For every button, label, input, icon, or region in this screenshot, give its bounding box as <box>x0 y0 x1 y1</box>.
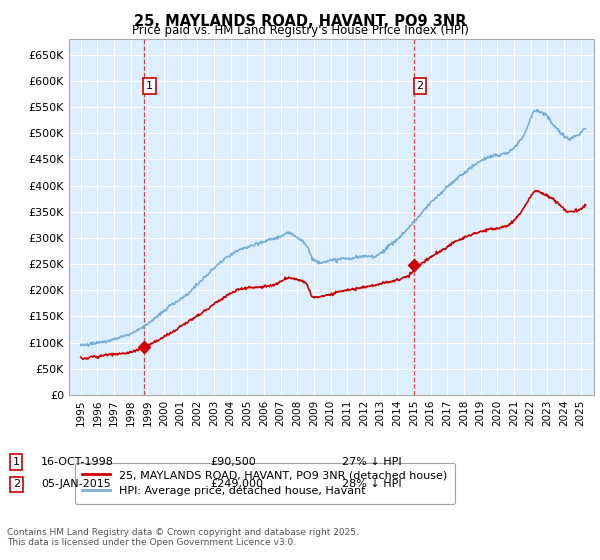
Text: Price paid vs. HM Land Registry's House Price Index (HPI): Price paid vs. HM Land Registry's House … <box>131 24 469 36</box>
Text: 2: 2 <box>13 479 20 489</box>
Text: £90,500: £90,500 <box>210 457 256 467</box>
Text: 16-OCT-1998: 16-OCT-1998 <box>41 457 113 467</box>
Legend: 25, MAYLANDS ROAD, HAVANT, PO9 3NR (detached house), HPI: Average price, detache: 25, MAYLANDS ROAD, HAVANT, PO9 3NR (deta… <box>74 463 455 503</box>
Text: 05-JAN-2015: 05-JAN-2015 <box>41 479 110 489</box>
Text: 1: 1 <box>146 81 153 91</box>
Text: 2: 2 <box>416 81 424 91</box>
Text: 28% ↓ HPI: 28% ↓ HPI <box>342 479 401 489</box>
Text: 27% ↓ HPI: 27% ↓ HPI <box>342 457 401 467</box>
Text: £249,000: £249,000 <box>210 479 263 489</box>
Text: Contains HM Land Registry data © Crown copyright and database right 2025.
This d: Contains HM Land Registry data © Crown c… <box>7 528 359 547</box>
Text: 1: 1 <box>13 457 20 467</box>
Text: 25, MAYLANDS ROAD, HAVANT, PO9 3NR: 25, MAYLANDS ROAD, HAVANT, PO9 3NR <box>134 14 466 29</box>
